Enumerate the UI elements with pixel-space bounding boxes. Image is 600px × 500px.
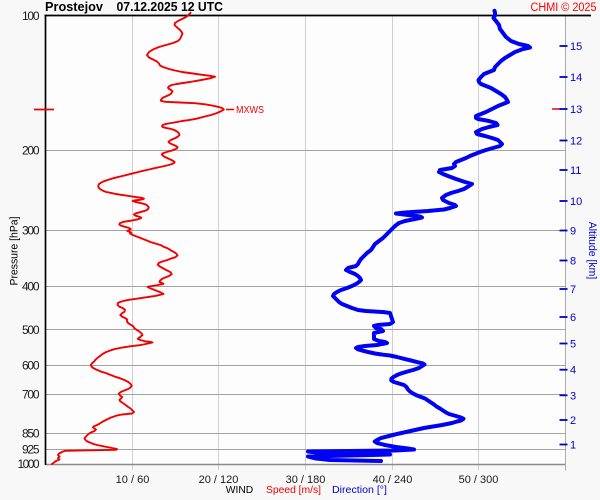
svg-text:14: 14 bbox=[570, 72, 582, 84]
svg-text:Pressure [hPa]: Pressure [hPa] bbox=[9, 217, 21, 286]
svg-text:600: 600 bbox=[22, 359, 40, 373]
svg-text:12: 12 bbox=[570, 136, 582, 148]
svg-text:07.12.2025 12 UTC: 07.12.2025 12 UTC bbox=[117, 0, 224, 14]
svg-text:700: 700 bbox=[22, 388, 40, 402]
svg-text:10: 10 bbox=[570, 196, 582, 208]
svg-text:200: 200 bbox=[22, 144, 40, 158]
svg-text:MXWS: MXWS bbox=[236, 105, 264, 116]
svg-text:2: 2 bbox=[570, 415, 576, 427]
svg-text:13: 13 bbox=[570, 104, 582, 116]
svg-text:6: 6 bbox=[570, 312, 576, 324]
svg-text:3: 3 bbox=[570, 390, 576, 402]
svg-text:500: 500 bbox=[22, 323, 40, 337]
svg-text:Altitude [km]: Altitude [km] bbox=[586, 222, 598, 280]
svg-text:4: 4 bbox=[570, 365, 576, 377]
svg-text:40 / 240: 40 / 240 bbox=[373, 474, 413, 486]
svg-text:9: 9 bbox=[570, 226, 576, 238]
svg-text:7: 7 bbox=[570, 284, 576, 296]
svg-text:850: 850 bbox=[22, 427, 40, 441]
svg-text:400: 400 bbox=[22, 280, 40, 294]
svg-text:100: 100 bbox=[22, 9, 40, 23]
svg-text:1000: 1000 bbox=[18, 457, 40, 471]
svg-text:Speed [m/s]: Speed [m/s] bbox=[266, 484, 321, 496]
svg-text:20 / 120: 20 / 120 bbox=[199, 474, 239, 486]
svg-text:30 / 180: 30 / 180 bbox=[286, 474, 326, 486]
svg-text:WIND: WIND bbox=[226, 484, 254, 496]
svg-text:10 / 60: 10 / 60 bbox=[116, 474, 150, 486]
svg-text:925: 925 bbox=[22, 443, 40, 457]
svg-text:Direction [°]: Direction [°] bbox=[332, 484, 387, 496]
svg-text:15: 15 bbox=[570, 41, 582, 53]
svg-text:300: 300 bbox=[22, 224, 40, 238]
svg-text:11: 11 bbox=[570, 165, 581, 177]
svg-text:1: 1 bbox=[570, 440, 576, 452]
svg-text:50 / 300: 50 / 300 bbox=[459, 474, 499, 486]
svg-text:8: 8 bbox=[570, 256, 576, 268]
svg-text:Prostejov: Prostejov bbox=[45, 0, 104, 14]
svg-text:5: 5 bbox=[570, 339, 576, 351]
svg-text:CHMI © 2025: CHMI © 2025 bbox=[531, 2, 597, 14]
